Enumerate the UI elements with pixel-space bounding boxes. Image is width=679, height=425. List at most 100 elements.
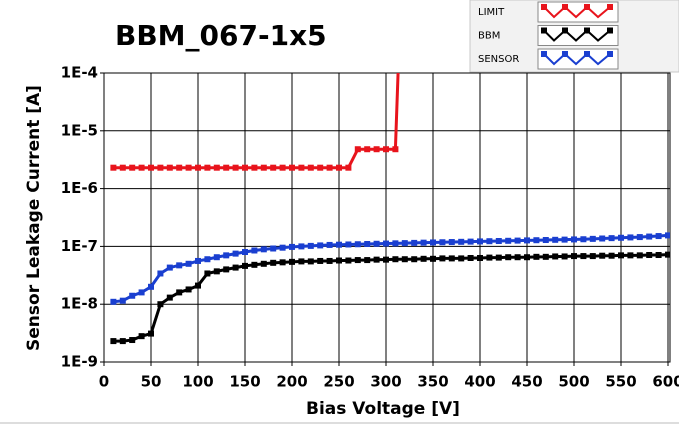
point-marker xyxy=(307,164,314,171)
point-marker xyxy=(552,236,559,243)
point-marker xyxy=(580,236,587,243)
point-marker xyxy=(448,239,455,246)
point-marker xyxy=(495,254,502,261)
point-marker xyxy=(138,333,145,340)
point-marker xyxy=(599,252,606,259)
point-marker xyxy=(195,282,201,289)
point-marker xyxy=(627,252,634,259)
point-marker xyxy=(458,255,465,262)
y-axis-title: Sensor Leakage Current [A] xyxy=(24,85,44,351)
point-marker xyxy=(195,164,201,171)
point-marker xyxy=(646,233,653,240)
x-tick-label: 200 xyxy=(276,373,307,391)
point-marker xyxy=(665,251,670,258)
point-marker xyxy=(279,164,286,171)
x-tick-label: 250 xyxy=(323,373,354,391)
point-marker xyxy=(665,232,670,239)
y-tick-label: 1E-4 xyxy=(61,64,98,82)
point-marker xyxy=(251,247,258,254)
point-marker xyxy=(129,292,136,299)
x-tick-label: 100 xyxy=(182,373,213,391)
point-marker xyxy=(270,245,277,252)
point-marker xyxy=(401,240,408,247)
x-tick-label: 500 xyxy=(558,373,589,391)
point-marker xyxy=(129,164,136,171)
point-marker xyxy=(486,238,493,245)
point-marker xyxy=(176,164,183,171)
point-marker xyxy=(448,255,455,262)
legend-marker xyxy=(562,51,568,57)
point-marker xyxy=(589,253,596,260)
point-marker xyxy=(110,164,117,171)
legend-marker xyxy=(562,4,568,10)
point-marker xyxy=(383,240,389,247)
point-marker xyxy=(336,241,342,248)
point-marker xyxy=(561,253,568,260)
point-marker xyxy=(204,256,211,263)
point-marker xyxy=(232,250,239,257)
y-tick-label: 1E-8 xyxy=(61,295,98,313)
point-marker xyxy=(364,257,371,264)
point-marker xyxy=(514,254,521,261)
point-marker xyxy=(364,241,371,248)
point-marker xyxy=(213,254,220,261)
legend-marker xyxy=(607,27,613,34)
point-marker xyxy=(655,251,662,258)
point-marker xyxy=(524,237,530,244)
point-marker xyxy=(157,301,164,308)
legend-label: BBM xyxy=(478,31,500,42)
point-marker xyxy=(655,233,662,240)
point-marker xyxy=(505,254,512,261)
point-marker xyxy=(608,235,615,242)
plot-area xyxy=(103,72,671,363)
point-marker xyxy=(430,255,436,262)
point-marker xyxy=(176,289,183,296)
point-marker xyxy=(185,286,192,293)
point-marker xyxy=(542,253,549,260)
x-tick-label: 550 xyxy=(605,373,636,391)
point-marker xyxy=(260,246,267,253)
y-tick-label: 1E-5 xyxy=(61,121,98,139)
point-marker xyxy=(157,164,164,171)
point-marker xyxy=(392,146,399,153)
point-marker xyxy=(326,257,333,264)
point-marker xyxy=(176,262,183,269)
point-marker xyxy=(317,257,324,264)
point-marker xyxy=(298,164,305,171)
x-tick-label: 450 xyxy=(511,373,542,391)
point-marker xyxy=(439,255,446,262)
point-marker xyxy=(204,164,211,171)
point-marker xyxy=(213,164,220,171)
point-marker xyxy=(204,270,211,277)
point-marker xyxy=(354,241,361,248)
point-marker xyxy=(571,253,577,260)
point-marker xyxy=(552,253,559,260)
y-tick-label: 1E-7 xyxy=(61,237,98,255)
point-marker xyxy=(110,298,117,305)
point-marker xyxy=(373,240,380,247)
point-marker xyxy=(354,257,361,264)
legend-marker xyxy=(584,51,590,57)
point-marker xyxy=(467,238,474,245)
legend-swatch xyxy=(543,52,611,66)
point-marker xyxy=(420,239,427,246)
point-marker xyxy=(571,236,577,243)
point-marker xyxy=(270,164,277,171)
point-marker xyxy=(138,289,145,296)
legend-marker xyxy=(562,27,568,34)
legend-swatch xyxy=(543,5,611,19)
point-marker xyxy=(195,257,201,264)
point-marker xyxy=(599,235,606,242)
point-marker xyxy=(467,254,474,261)
point-marker xyxy=(260,260,267,267)
point-marker xyxy=(110,338,117,345)
point-marker xyxy=(185,260,192,267)
point-marker xyxy=(383,146,389,153)
point-marker xyxy=(119,297,126,304)
point-marker xyxy=(411,256,418,263)
point-marker xyxy=(317,242,324,249)
x-axis-title: Bias Voltage [V] xyxy=(306,399,460,419)
point-marker xyxy=(373,146,380,153)
chart-title: BBM_067-1x5 xyxy=(115,19,327,52)
point-marker xyxy=(608,252,615,259)
